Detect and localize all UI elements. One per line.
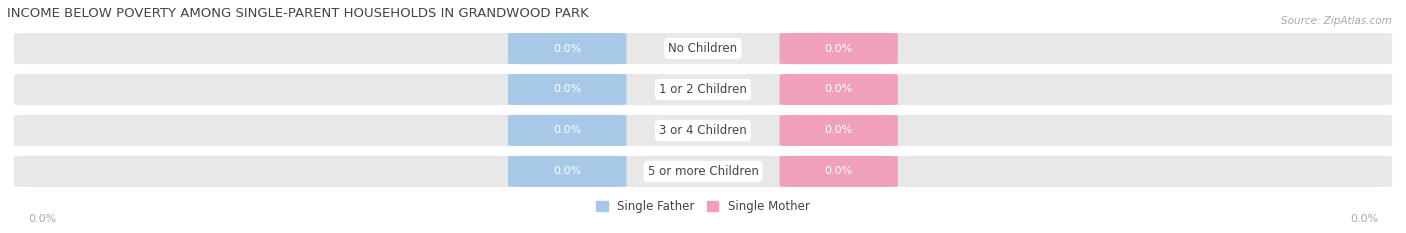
Text: 1 or 2 Children: 1 or 2 Children <box>659 83 747 96</box>
Text: 0.0%: 0.0% <box>1350 213 1378 223</box>
Text: 0.0%: 0.0% <box>824 125 853 135</box>
FancyBboxPatch shape <box>508 33 627 64</box>
Text: No Children: No Children <box>668 42 738 55</box>
FancyBboxPatch shape <box>14 156 1392 187</box>
Text: 0.0%: 0.0% <box>824 166 853 176</box>
FancyBboxPatch shape <box>779 33 898 64</box>
FancyBboxPatch shape <box>508 156 627 187</box>
FancyBboxPatch shape <box>779 115 898 146</box>
Text: 3 or 4 Children: 3 or 4 Children <box>659 124 747 137</box>
Text: 0.0%: 0.0% <box>824 85 853 95</box>
FancyBboxPatch shape <box>779 156 898 187</box>
Text: 0.0%: 0.0% <box>553 125 582 135</box>
Text: 0.0%: 0.0% <box>553 166 582 176</box>
Text: INCOME BELOW POVERTY AMONG SINGLE-PARENT HOUSEHOLDS IN GRANDWOOD PARK: INCOME BELOW POVERTY AMONG SINGLE-PARENT… <box>7 7 589 20</box>
FancyBboxPatch shape <box>14 74 1392 105</box>
Text: 0.0%: 0.0% <box>824 44 853 54</box>
FancyBboxPatch shape <box>14 33 1392 64</box>
Legend: Single Father, Single Mother: Single Father, Single Mother <box>593 198 813 216</box>
FancyBboxPatch shape <box>779 74 898 105</box>
Text: 0.0%: 0.0% <box>28 213 56 223</box>
FancyBboxPatch shape <box>508 74 627 105</box>
Text: 0.0%: 0.0% <box>553 44 582 54</box>
Text: 0.0%: 0.0% <box>553 85 582 95</box>
Text: 5 or more Children: 5 or more Children <box>648 165 758 178</box>
Text: Source: ZipAtlas.com: Source: ZipAtlas.com <box>1281 16 1392 26</box>
FancyBboxPatch shape <box>14 115 1392 146</box>
FancyBboxPatch shape <box>508 115 627 146</box>
